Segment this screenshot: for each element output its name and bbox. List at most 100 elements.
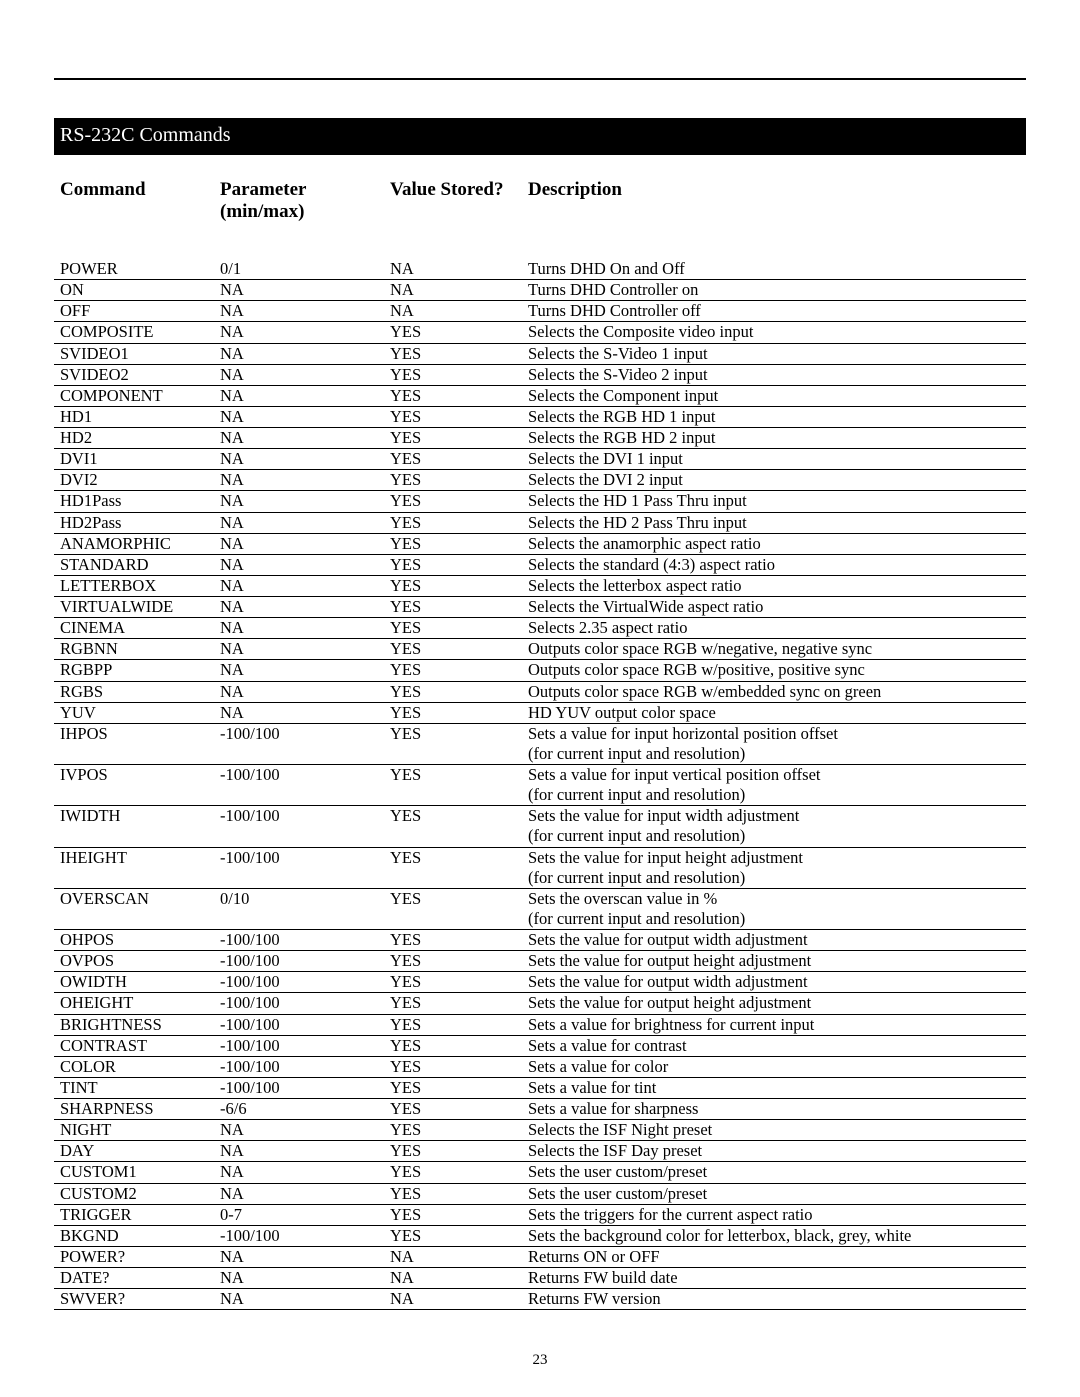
cell-parameter: NA — [214, 533, 384, 554]
cell-description: Selects the standard (4:3) aspect ratio — [522, 554, 1026, 575]
cell-parameter: NA — [214, 364, 384, 385]
cell-parameter: NA — [214, 1246, 384, 1267]
cell-command: HD1Pass — [54, 491, 214, 512]
cell-parameter: NA — [214, 385, 384, 406]
cell-parameter: -100/100 — [214, 806, 384, 847]
cell-parameter: NA — [214, 280, 384, 301]
table-row: IHEIGHT-100/100YESSets the value for inp… — [54, 847, 1026, 888]
cell-command: OHPOS — [54, 930, 214, 951]
cell-value-stored: YES — [384, 491, 522, 512]
cell-parameter: -6/6 — [214, 1099, 384, 1120]
cell-description: Sets a value for input horizontal positi… — [522, 723, 1026, 764]
table-row: HD1PassNAYESSelects the HD 1 Pass Thru i… — [54, 491, 1026, 512]
cell-parameter: NA — [214, 343, 384, 364]
cell-command: SVIDEO2 — [54, 364, 214, 385]
cell-description: Sets a value for contrast — [522, 1035, 1026, 1056]
cell-value-stored: YES — [384, 343, 522, 364]
cell-parameter: NA — [214, 1162, 384, 1183]
cell-value-stored: YES — [384, 554, 522, 575]
table-row: SHARPNESS-6/6YESSets a value for sharpne… — [54, 1099, 1026, 1120]
table-row: STANDARDNAYESSelects the standard (4:3) … — [54, 554, 1026, 575]
page: RS-232C Commands Command Parameter (min/… — [0, 0, 1080, 1397]
cell-value-stored: YES — [384, 1162, 522, 1183]
cell-description: Selects the ISF Night preset — [522, 1120, 1026, 1141]
cell-value-stored: YES — [384, 681, 522, 702]
cell-parameter: -100/100 — [214, 765, 384, 806]
cell-description: Selects the ISF Day preset — [522, 1141, 1026, 1162]
cell-parameter: NA — [214, 1268, 384, 1289]
cell-value-stored: YES — [384, 1035, 522, 1056]
cell-command: NIGHT — [54, 1120, 214, 1141]
table-row: IVPOS-100/100YESSets a value for input v… — [54, 765, 1026, 806]
table-row: DAYNAYESSelects the ISF Day preset — [54, 1141, 1026, 1162]
cell-command: RGBPP — [54, 660, 214, 681]
cell-value-stored: NA — [384, 1246, 522, 1267]
cell-value-stored: NA — [384, 1268, 522, 1289]
cell-parameter: -100/100 — [214, 951, 384, 972]
cell-value-stored: YES — [384, 449, 522, 470]
table-row: ANAMORPHICNAYESSelects the anamorphic as… — [54, 533, 1026, 554]
cell-value-stored: NA — [384, 280, 522, 301]
table-row: TRIGGER0-7YESSets the triggers for the c… — [54, 1204, 1026, 1225]
cell-command: HD2 — [54, 428, 214, 449]
cell-parameter: -100/100 — [214, 1077, 384, 1098]
cell-value-stored: YES — [384, 765, 522, 806]
cell-description: Turns DHD Controller off — [522, 301, 1026, 322]
cell-command: IWIDTH — [54, 806, 214, 847]
cell-parameter: -100/100 — [214, 1035, 384, 1056]
cell-description: Sets the background color for letterbox,… — [522, 1225, 1026, 1246]
cell-description: Selects the Composite video input — [522, 322, 1026, 343]
cell-parameter: -100/100 — [214, 847, 384, 888]
cell-description: Sets the user custom/preset — [522, 1162, 1026, 1183]
table-row: RGBNNNAYESOutputs color space RGB w/nega… — [54, 639, 1026, 660]
cell-parameter: NA — [214, 575, 384, 596]
cell-command: IVPOS — [54, 765, 214, 806]
table-row: OHEIGHT-100/100YESSets the value for out… — [54, 993, 1026, 1014]
cell-value-stored: YES — [384, 428, 522, 449]
cell-command: VIRTUALWIDE — [54, 597, 214, 618]
cell-description: HD YUV output color space — [522, 702, 1026, 723]
cell-description: Selects the anamorphic aspect ratio — [522, 533, 1026, 554]
cell-command: BKGND — [54, 1225, 214, 1246]
table-row: OVERSCAN0/10YESSets the overscan value i… — [54, 888, 1026, 929]
cell-command: ON — [54, 280, 214, 301]
cell-value-stored: YES — [384, 385, 522, 406]
cell-description: Turns DHD On and Off — [522, 259, 1026, 280]
cell-parameter: -100/100 — [214, 1056, 384, 1077]
cell-value-stored: YES — [384, 1077, 522, 1098]
cell-parameter: -100/100 — [214, 723, 384, 764]
cell-description: Sets a value for tint — [522, 1077, 1026, 1098]
cell-value-stored: YES — [384, 951, 522, 972]
cell-command: CINEMA — [54, 618, 214, 639]
table-row: OVPOS-100/100YESSets the value for outpu… — [54, 951, 1026, 972]
cell-value-stored: YES — [384, 660, 522, 681]
cell-command: OVERSCAN — [54, 888, 214, 929]
cell-command: OVPOS — [54, 951, 214, 972]
table-row: BKGND-100/100YESSets the background colo… — [54, 1225, 1026, 1246]
commands-table: POWER0/1NATurns DHD On and OffONNANATurn… — [54, 259, 1026, 1310]
cell-description: Selects the DVI 1 input — [522, 449, 1026, 470]
cell-command: TRIGGER — [54, 1204, 214, 1225]
cell-description: Sets the triggers for the current aspect… — [522, 1204, 1026, 1225]
cell-command: RGBNN — [54, 639, 214, 660]
table-row: COLOR-100/100YESSets a value for color — [54, 1056, 1026, 1077]
cell-value-stored: YES — [384, 723, 522, 764]
cell-parameter: NA — [214, 470, 384, 491]
cell-parameter: NA — [214, 1141, 384, 1162]
cell-value-stored: YES — [384, 806, 522, 847]
table-row: OHPOS-100/100YESSets the value for outpu… — [54, 930, 1026, 951]
cell-command: OHEIGHT — [54, 993, 214, 1014]
cell-description: Selects the RGB HD 2 input — [522, 428, 1026, 449]
cell-description: Outputs color space RGB w/positive, posi… — [522, 660, 1026, 681]
cell-value-stored: YES — [384, 597, 522, 618]
cell-value-stored: YES — [384, 1183, 522, 1204]
cell-description: Selects the S-Video 1 input — [522, 343, 1026, 364]
table-row: HD2PassNAYESSelects the HD 2 Pass Thru i… — [54, 512, 1026, 533]
cell-command: YUV — [54, 702, 214, 723]
cell-parameter: NA — [214, 681, 384, 702]
cell-description: Returns ON or OFF — [522, 1246, 1026, 1267]
header-parameter-line2: (min/max) — [220, 201, 304, 222]
header-parameter-line1: Parameter — [220, 179, 307, 200]
cell-parameter: NA — [214, 639, 384, 660]
table-row: SVIDEO1NAYESSelects the S-Video 1 input — [54, 343, 1026, 364]
